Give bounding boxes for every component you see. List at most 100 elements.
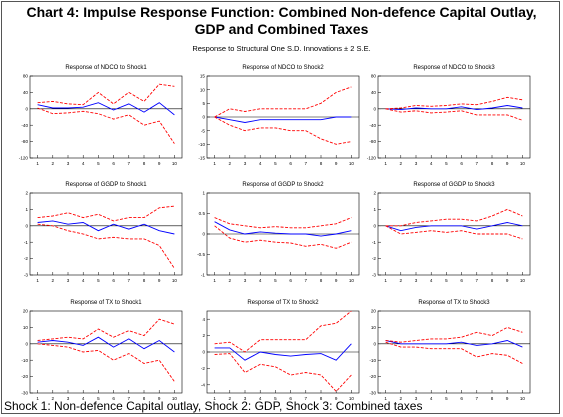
x-tick-label: 1 xyxy=(384,161,387,166)
response-line xyxy=(214,116,352,123)
x-tick-label: 10 xyxy=(520,161,526,166)
lower-band-line xyxy=(385,341,523,364)
y-tick-label: 1 xyxy=(373,207,376,212)
x-tick-label: 2 xyxy=(229,396,232,401)
y-tick-label: -2 xyxy=(372,256,377,261)
y-tick-label: 80 xyxy=(23,74,29,79)
x-tick-label: 8 xyxy=(491,161,494,166)
x-tick-label: 8 xyxy=(143,396,146,401)
panel-title: Response of TX to Shock2 xyxy=(247,300,319,306)
y-tick-label: -120 xyxy=(367,156,377,161)
y-tick-label: 0 xyxy=(202,115,205,120)
panel-5: Response of GGDP to Shock2 1 0.5 0 -0.5 -1 1 2 3… xyxy=(197,182,360,283)
x-tick-label: 1 xyxy=(36,161,39,166)
x-tick-label: 3 xyxy=(244,161,247,166)
x-tick-label: 3 xyxy=(244,278,247,283)
x-tick-label: 8 xyxy=(143,278,146,283)
y-tick-label: -3 xyxy=(372,273,377,278)
y-tick-label: -10 xyxy=(21,358,28,363)
y-tick-label: 0 xyxy=(373,223,376,228)
panel-title: Response of NDCO to Shock3 xyxy=(413,65,495,71)
y-tick-label: -20 xyxy=(21,374,28,379)
x-tick-label: 1 xyxy=(213,161,216,166)
x-tick-label: 8 xyxy=(320,161,323,166)
y-tick-label: -2 xyxy=(201,366,206,371)
y-tick-label: 0 xyxy=(202,232,205,237)
upper-band-line xyxy=(385,208,523,227)
y-tick-label: 0 xyxy=(25,223,28,228)
x-tick-label: 4 xyxy=(82,278,85,283)
x-tick-label: 5 xyxy=(274,396,277,401)
x-tick-label: 1 xyxy=(384,396,387,401)
y-tick-label: -40 xyxy=(21,123,28,128)
y-tick-label: -10 xyxy=(198,142,205,147)
response-line xyxy=(37,102,175,116)
x-tick-label: 6 xyxy=(112,396,115,401)
x-tick-label: 9 xyxy=(335,396,338,401)
panel-7: Response of TX to Shock1 20 10 0 -10 -20 -30 1 2… xyxy=(21,300,183,401)
y-tick-label: 10 xyxy=(200,87,206,92)
x-tick-label: 10 xyxy=(172,161,178,166)
y-tick-label: 15 xyxy=(200,74,206,79)
x-tick-label: 10 xyxy=(349,396,355,401)
panel-1: Response of NDCO to Shock1 80 40 0 -40 -80 -12… xyxy=(19,65,183,166)
x-tick-label: 9 xyxy=(158,161,161,166)
y-tick-label: 2 xyxy=(25,191,28,196)
y-tick-label: 10 xyxy=(371,325,377,330)
y-tick-label: -2 xyxy=(24,256,29,261)
x-tick-label: 7 xyxy=(128,161,131,166)
x-tick-label: 5 xyxy=(445,161,448,166)
y-tick-label: 4 xyxy=(202,317,205,322)
panel-9: Response of TX to Shock3 20 10 0 -10 -20 -30 1 2… xyxy=(369,300,531,401)
upper-band-line xyxy=(385,326,523,343)
x-tick-label: 5 xyxy=(274,278,277,283)
x-tick-label: 9 xyxy=(506,161,509,166)
x-tick-label: 5 xyxy=(445,278,448,283)
x-tick-label: 8 xyxy=(320,396,323,401)
response-line xyxy=(37,220,175,235)
x-tick-label: 10 xyxy=(349,161,355,166)
plot-area xyxy=(29,310,183,394)
y-tick-label: 1 xyxy=(25,207,28,212)
x-tick-label: 5 xyxy=(97,396,100,401)
y-tick-label: 0.5 xyxy=(199,211,206,216)
y-tick-label: 40 xyxy=(371,90,377,95)
x-tick-label: 3 xyxy=(415,161,418,166)
y-tick-label: -5 xyxy=(201,128,206,133)
upper-band-line xyxy=(37,318,175,341)
x-tick-label: 3 xyxy=(67,278,70,283)
plot-area xyxy=(377,310,531,394)
x-tick-label: 3 xyxy=(415,278,418,283)
y-tick-label: -80 xyxy=(21,139,28,144)
x-tick-label: 2 xyxy=(400,161,403,166)
x-tick-label: 2 xyxy=(52,396,55,401)
panel-title: Response of GGDP to Shock1 xyxy=(65,182,147,188)
response-line xyxy=(385,340,523,348)
x-tick-label: 7 xyxy=(305,278,308,283)
x-tick-label: 5 xyxy=(97,161,100,166)
x-tick-label: 6 xyxy=(112,161,115,166)
y-tick-label: 2 xyxy=(202,333,205,338)
lower-band-line xyxy=(214,353,352,393)
x-tick-label: 2 xyxy=(229,278,232,283)
x-tick-label: 2 xyxy=(52,278,55,283)
y-tick-label: 20 xyxy=(371,309,377,314)
x-tick-label: 6 xyxy=(460,396,463,401)
x-tick-label: 4 xyxy=(430,278,433,283)
plot-area xyxy=(377,75,531,159)
y-tick-label: -0.5 xyxy=(197,252,205,257)
shock-legend-footer: Shock 1: Non-defence Capital outlay, Sho… xyxy=(4,399,423,413)
x-tick-label: 9 xyxy=(506,396,509,401)
y-tick-label: 40 xyxy=(23,90,29,95)
chart-subtitle: Response to Structural One S.D. Innovati… xyxy=(192,44,371,53)
response-line xyxy=(214,221,352,237)
y-tick-label: -30 xyxy=(369,391,376,396)
upper-band-line xyxy=(37,83,175,106)
lower-band-line xyxy=(37,343,175,382)
y-tick-label: 0 xyxy=(373,106,376,111)
plot-area xyxy=(29,75,183,159)
response-line xyxy=(214,343,352,361)
y-tick-label: -4 xyxy=(201,382,206,387)
y-tick-label: 0 xyxy=(373,341,376,346)
